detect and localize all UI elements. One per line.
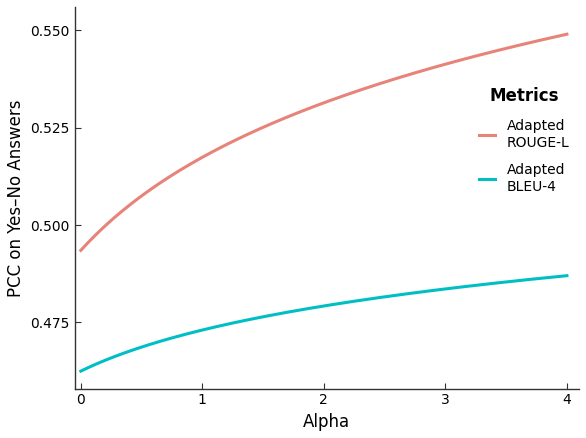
Y-axis label: PCC on Yes–No Answers: PCC on Yes–No Answers bbox=[7, 99, 25, 297]
Adapted
ROUGE-L bbox=[476, 53, 483, 58]
Line: Adapted
ROUGE-L: Adapted ROUGE-L bbox=[81, 34, 567, 251]
Adapted
BLEU-4 bbox=[340, 300, 347, 305]
Adapted
BLEU-4 bbox=[551, 274, 558, 279]
X-axis label: Alpha: Alpha bbox=[304, 413, 350, 431]
Adapted
BLEU-4 bbox=[367, 296, 374, 301]
Adapted
ROUGE-L bbox=[563, 32, 570, 37]
Adapted
BLEU-4 bbox=[77, 368, 84, 374]
Adapted
ROUGE-L bbox=[551, 34, 558, 39]
Adapted
ROUGE-L bbox=[340, 93, 347, 98]
Adapted
BLEU-4 bbox=[311, 305, 318, 310]
Line: Adapted
BLEU-4: Adapted BLEU-4 bbox=[81, 276, 567, 371]
Adapted
ROUGE-L bbox=[311, 104, 318, 109]
Adapted
ROUGE-L bbox=[308, 105, 315, 110]
Legend: Adapted
ROUGE-L, Adapted
BLEU-4: Adapted ROUGE-L, Adapted BLEU-4 bbox=[473, 82, 575, 199]
Adapted
BLEU-4 bbox=[476, 283, 483, 288]
Adapted
BLEU-4 bbox=[308, 305, 315, 311]
Adapted
ROUGE-L bbox=[77, 248, 84, 253]
Adapted
BLEU-4 bbox=[563, 273, 570, 278]
Adapted
ROUGE-L bbox=[367, 84, 374, 89]
